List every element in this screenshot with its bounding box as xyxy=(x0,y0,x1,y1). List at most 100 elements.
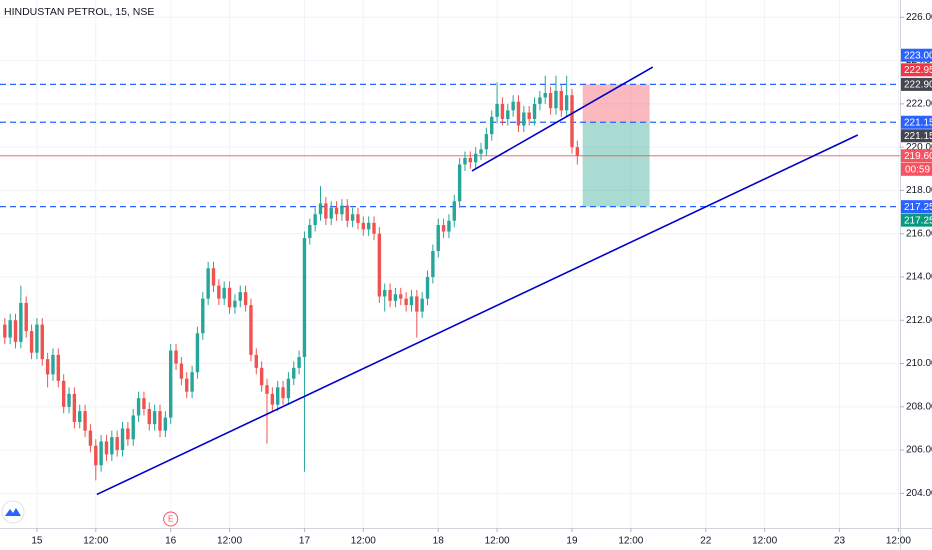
x-tick-label: 12:00 xyxy=(217,536,242,547)
candle-body xyxy=(88,430,93,446)
candle-body xyxy=(51,354,55,375)
chart-title: HINDUSTAN PETROL, 15, NSE xyxy=(4,6,154,18)
candle-body xyxy=(350,214,355,221)
logo[interactable] xyxy=(1,500,25,524)
candle-body xyxy=(206,268,210,299)
candle-body xyxy=(484,134,489,150)
stop-zone xyxy=(582,84,650,123)
candle-body xyxy=(361,222,366,230)
candle-body xyxy=(99,441,103,466)
x-tick-label: 23 xyxy=(834,536,846,547)
price-label-bg xyxy=(901,129,932,143)
candle-body xyxy=(329,207,333,219)
x-tick-label: 12:00 xyxy=(83,536,108,547)
candle-body xyxy=(243,292,248,306)
candle-body xyxy=(452,201,456,221)
x-tick-label: 12:00 xyxy=(618,536,643,547)
price-label: 222.95 xyxy=(904,65,932,76)
x-tick-label: 18 xyxy=(433,536,445,547)
price-label: 221.15 xyxy=(904,117,932,128)
x-tick-label: 15 xyxy=(31,536,43,547)
candle-body xyxy=(377,233,382,297)
x-tick-label: 16 xyxy=(165,536,177,547)
plot-area xyxy=(0,0,900,528)
candle-body xyxy=(297,357,301,368)
candle-body xyxy=(265,385,269,394)
candle-body xyxy=(56,354,61,381)
countdown-bg xyxy=(901,162,932,176)
y-tick-label: 216.00 xyxy=(906,228,932,239)
candle-body xyxy=(78,411,82,422)
x-tick-label: 19 xyxy=(566,536,578,547)
candle-body xyxy=(217,285,221,299)
candle-body xyxy=(104,441,109,455)
candle-body xyxy=(249,305,253,355)
candle-body xyxy=(276,387,280,405)
candle-body xyxy=(431,251,435,277)
event-marker[interactable] xyxy=(163,511,179,527)
candle-body xyxy=(174,350,178,364)
candle-body xyxy=(222,287,226,299)
y-tick-label: 214.00 xyxy=(906,272,932,283)
trend-line xyxy=(96,134,859,496)
candle-body xyxy=(147,408,151,425)
price-label: 217.25 xyxy=(904,202,932,213)
candle-body xyxy=(158,411,162,431)
candle-body xyxy=(67,393,71,407)
price-label: 219.60 xyxy=(904,151,932,162)
candle-body xyxy=(110,437,114,455)
candle-body xyxy=(543,93,547,98)
candle-body xyxy=(281,387,285,399)
candle-body xyxy=(527,112,531,120)
y-tick-label: 212.00 xyxy=(906,315,932,326)
candle-body xyxy=(548,93,553,109)
y-tick-label: 210.00 xyxy=(906,358,932,369)
x-tick-label: 12:00 xyxy=(485,536,510,547)
candle-body xyxy=(8,320,12,338)
candle-body xyxy=(302,238,307,358)
price-label: 223.00 xyxy=(904,50,932,61)
candle-body xyxy=(126,428,130,440)
candle-body xyxy=(13,320,18,342)
candle-body xyxy=(393,294,398,301)
candle-body xyxy=(500,103,505,120)
candle-body xyxy=(334,207,339,215)
candle-body xyxy=(227,287,232,308)
candle-body xyxy=(516,101,521,126)
candle-body xyxy=(286,378,291,399)
candle-body xyxy=(463,157,467,165)
candle-body xyxy=(19,302,23,342)
candle-body xyxy=(425,276,430,299)
candle-body xyxy=(152,411,157,425)
candle-body xyxy=(24,302,28,332)
candle-body xyxy=(479,149,483,154)
candle-body xyxy=(313,214,317,226)
candle-body xyxy=(131,415,135,440)
candle-body xyxy=(399,294,403,299)
candle-body xyxy=(45,359,50,375)
price-label-bg xyxy=(901,200,932,214)
candle-body xyxy=(35,324,39,353)
candle-body xyxy=(404,298,408,306)
candle-body xyxy=(233,300,237,308)
candle-body xyxy=(40,324,44,360)
candle-body xyxy=(570,95,574,148)
candle-body xyxy=(559,90,563,111)
candle-body xyxy=(254,354,259,368)
candle-body xyxy=(179,363,184,379)
candle-body xyxy=(564,95,569,111)
candle-body xyxy=(136,398,141,416)
y-tick-label: 226.00 xyxy=(906,12,932,23)
candle-body xyxy=(259,367,264,386)
price-label: 222.90 xyxy=(904,80,932,91)
candle-body xyxy=(201,298,205,334)
price-label-bg xyxy=(901,115,932,129)
y-tick-label: 204.00 xyxy=(906,488,932,499)
candle-body xyxy=(415,296,419,312)
y-tick-label: 222.00 xyxy=(906,99,932,110)
x-tick-label: 12:00 xyxy=(752,536,777,547)
candle-body xyxy=(575,147,580,156)
candle-body xyxy=(115,437,119,451)
